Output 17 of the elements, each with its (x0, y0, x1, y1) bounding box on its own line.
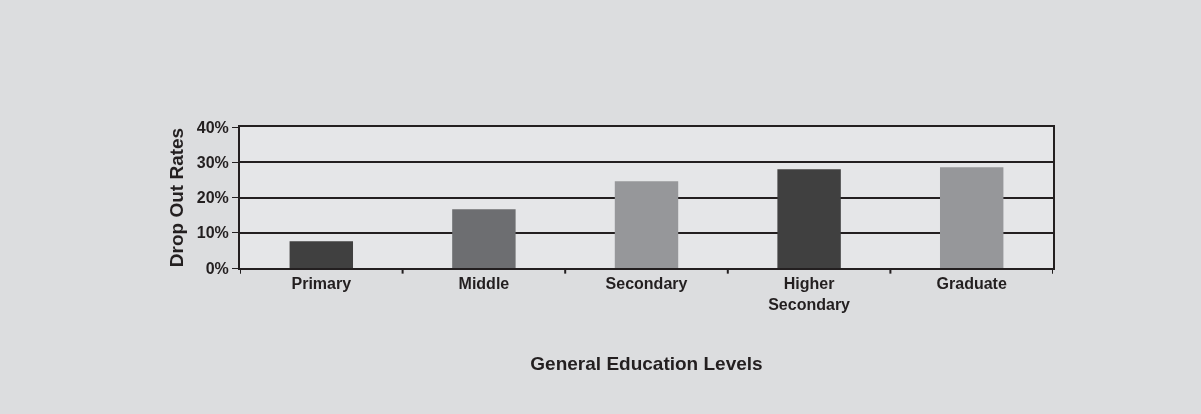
bar (452, 209, 516, 268)
bar (614, 181, 679, 268)
bar (939, 167, 1004, 268)
y-tick-label: 0% (205, 259, 229, 277)
bar (777, 169, 841, 268)
x-tick-label: Graduate (936, 275, 1007, 293)
y-axis-title: Drop Out Rates (166, 127, 188, 268)
y-tick-label: 20% (196, 189, 229, 207)
x-axis-title: General Education Levels (530, 353, 763, 375)
bar (289, 241, 354, 268)
x-tick-label: Higher Secondary (768, 275, 851, 313)
x-tick-label: Primary (291, 275, 352, 293)
y-tick-label: 40% (196, 118, 229, 136)
y-tick-label: 10% (196, 224, 229, 242)
y-tick-label: 30% (196, 153, 229, 171)
x-tick-label: Secondary (605, 275, 688, 293)
x-tick-label: Middle (458, 275, 510, 293)
